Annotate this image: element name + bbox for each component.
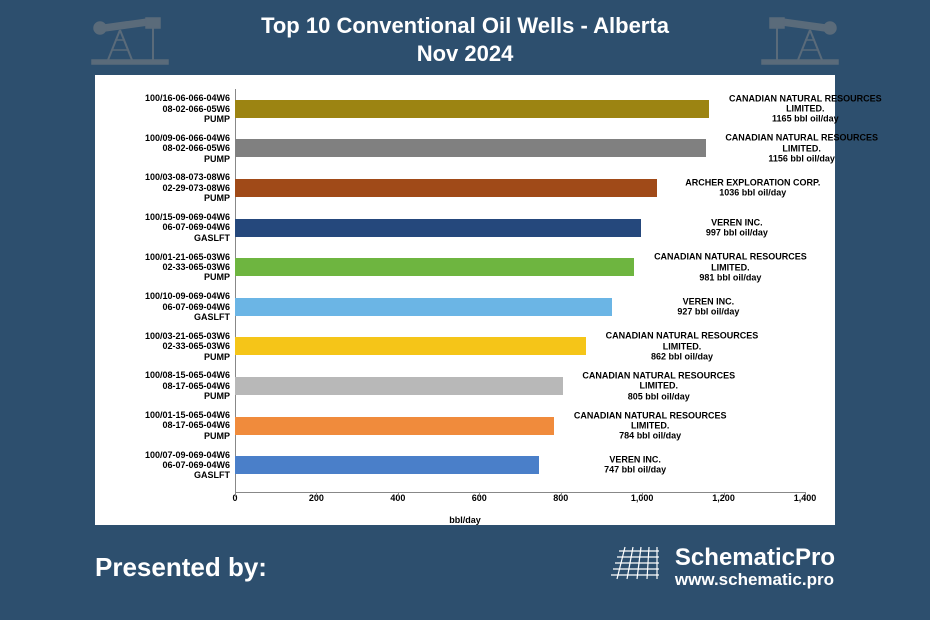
bar-row: 100/08-15-065-04W608-17-065-04W6PUMPCANA… — [235, 366, 805, 406]
bar-data-label: CANADIAN NATURAL RESOURCES LIMITED.862 b… — [592, 331, 772, 362]
bar-row: 100/07-09-069-04W606-07-069-04W6GASLFTVE… — [235, 445, 805, 485]
bar: CANADIAN NATURAL RESOURCES LIMITED.805 b… — [235, 377, 563, 395]
y-axis-label: 100/01-21-065-03W602-33-065-03W6PUMP — [105, 252, 230, 283]
bar-data-label: CANADIAN NATURAL RESOURCES LIMITED.805 b… — [569, 370, 749, 401]
y-axis-label: 100/10-09-069-04W606-07-069-04W6GASLFT — [105, 291, 230, 322]
bar-data-label: CANADIAN NATURAL RESOURCES LIMITED.981 b… — [640, 252, 820, 283]
x-tick-mark — [479, 492, 480, 497]
bar-row: 100/01-21-065-03W602-33-065-03W6PUMPCANA… — [235, 247, 805, 287]
bar: CANADIAN NATURAL RESOURCES LIMITED.1165 … — [235, 100, 709, 118]
brand-logo-icon — [611, 539, 663, 596]
brand-name: SchematicPro — [675, 545, 835, 571]
y-axis-label: 100/08-15-065-04W608-17-065-04W6PUMP — [105, 370, 230, 401]
y-axis-label: 100/03-08-073-08W602-29-073-08W6PUMP — [105, 172, 230, 203]
footer: Presented by: SchematicPro w — [0, 525, 930, 596]
x-axis: 02004006008001,0001,2001,400 — [235, 493, 805, 513]
brand: SchematicPro www.schematic.pro — [611, 539, 835, 596]
pumpjack-icon-left — [90, 10, 170, 65]
bar: VEREN INC.927 bbl oil/day — [235, 298, 612, 316]
bar-data-label: CANADIAN NATURAL RESOURCES LIMITED.784 b… — [560, 410, 740, 441]
bar: CANADIAN NATURAL RESOURCES LIMITED.981 b… — [235, 258, 634, 276]
bar: CANADIAN NATURAL RESOURCES LIMITED.784 b… — [235, 417, 554, 435]
bar-row: 100/10-09-069-04W606-07-069-04W6GASLFTVE… — [235, 287, 805, 327]
bar: ARCHER EXPLORATION CORP.1036 bbl oil/day — [235, 179, 657, 197]
x-tick-mark — [805, 492, 806, 497]
x-tick-mark — [561, 492, 562, 497]
y-axis-label: 100/07-09-069-04W606-07-069-04W6GASLFT — [105, 450, 230, 481]
bar-row: 100/16-06-066-04W608-02-066-05W6PUMPCANA… — [235, 89, 805, 129]
bar: VEREN INC.747 bbl oil/day — [235, 456, 539, 474]
bar: VEREN INC.997 bbl oil/day — [235, 219, 641, 237]
pumpjack-icon-right — [760, 10, 840, 65]
x-axis-title: bbl/day — [449, 515, 481, 525]
y-axis-label: 100/09-06-066-04W608-02-066-05W6PUMP — [105, 133, 230, 164]
bar-data-label: VEREN INC.927 bbl oil/day — [618, 296, 798, 317]
y-axis-label: 100/16-06-066-04W608-02-066-05W6PUMP — [105, 93, 230, 124]
bar: CANADIAN NATURAL RESOURCES LIMITED.862 b… — [235, 337, 586, 355]
brand-url: www.schematic.pro — [675, 571, 835, 590]
brand-text: SchematicPro www.schematic.pro — [675, 545, 835, 590]
title-line-1: Top 10 Conventional Oil Wells - Alberta — [261, 13, 669, 38]
bar-data-label: ARCHER EXPLORATION CORP.1036 bbl oil/day — [663, 178, 843, 199]
presented-by-label: Presented by: — [95, 552, 267, 583]
bar-row: 100/03-21-065-03W602-33-065-03W6PUMPCANA… — [235, 327, 805, 367]
x-tick-mark — [398, 492, 399, 497]
x-tick-mark — [316, 492, 317, 497]
chart: 100/16-06-066-04W608-02-066-05W6PUMP CANA… — [95, 75, 835, 525]
bar-row: 100/15-09-069-04W606-07-069-04W6GASLFTVE… — [235, 208, 805, 248]
y-axis-label: 100/01-15-065-04W608-17-065-04W6PUMP — [105, 410, 230, 441]
x-tick-mark — [724, 492, 725, 497]
header: Top 10 Conventional Oil Wells - Alberta … — [0, 0, 930, 75]
bar-data-label: VEREN INC.997 bbl oil/day — [647, 217, 827, 238]
bar: CANADIAN NATURAL RESOURCES LIMITED.1156 … — [235, 139, 706, 157]
title-line-2: Nov 2024 — [417, 41, 514, 66]
x-tick-mark — [642, 492, 643, 497]
y-axis-label: 100/03-21-065-03W602-33-065-03W6PUMP — [105, 331, 230, 362]
bar-data-label: CANADIAN NATURAL RESOURCES LIMITED.1165 … — [715, 93, 895, 124]
y-axis-label: 100/15-09-069-04W606-07-069-04W6GASLFT — [105, 212, 230, 243]
bar-row: 100/01-15-065-04W608-17-065-04W6PUMPCANA… — [235, 406, 805, 446]
bar-row: 100/03-08-073-08W602-29-073-08W6PUMPARCH… — [235, 168, 805, 208]
bar-row: 100/09-06-066-04W608-02-066-05W6PUMPCANA… — [235, 129, 805, 169]
bar-data-label: CANADIAN NATURAL RESOURCES LIMITED.1156 … — [712, 133, 892, 164]
bar-data-label: VEREN INC.747 bbl oil/day — [545, 455, 725, 476]
bars-container: 100/16-06-066-04W608-02-066-05W6PUMPCANA… — [235, 89, 805, 485]
x-tick-mark — [235, 492, 236, 497]
